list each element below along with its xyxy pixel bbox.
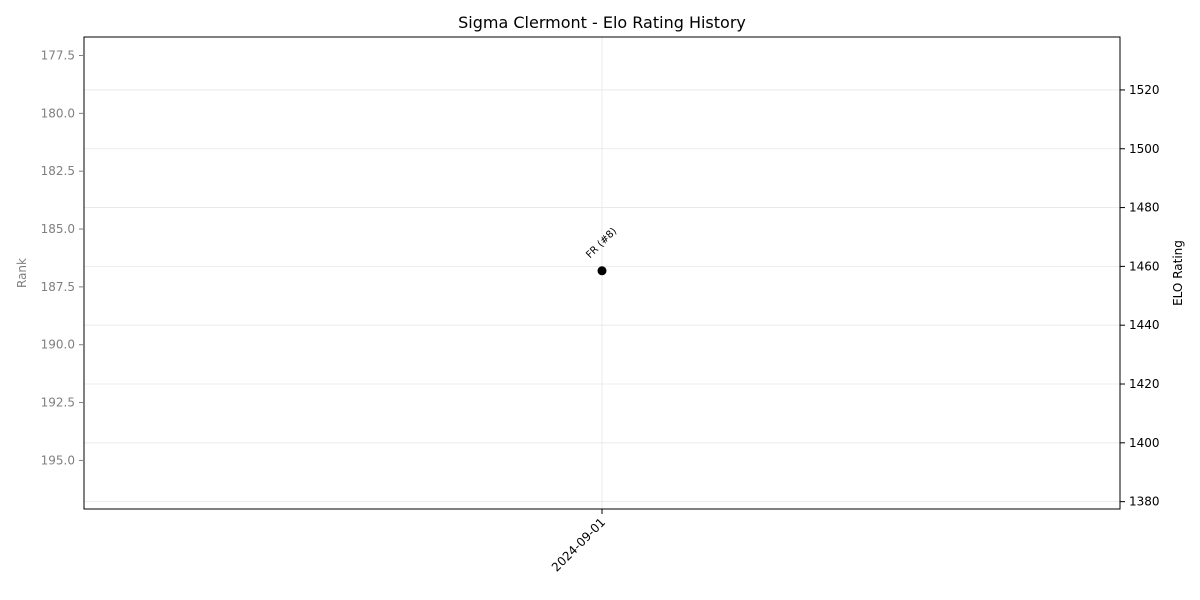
left-tick-label: 195.0 bbox=[41, 453, 75, 467]
right-tick-label: 1420 bbox=[1129, 377, 1160, 391]
left-tick-label: 180.0 bbox=[41, 106, 75, 120]
right-axis-ticks: 1380 1400 1420 1440 1460 1480 1500 1520 bbox=[1120, 83, 1160, 509]
right-tick-label: 1480 bbox=[1129, 201, 1160, 215]
left-tick-label: 177.5 bbox=[41, 49, 75, 63]
right-tick-label: 1500 bbox=[1129, 142, 1160, 156]
left-tick-label: 185.0 bbox=[41, 222, 75, 236]
left-tick-label: 192.5 bbox=[41, 396, 75, 410]
data-point bbox=[597, 266, 607, 276]
right-axis-label: ELO Rating bbox=[1171, 240, 1185, 306]
right-tick-label: 1520 bbox=[1129, 83, 1160, 97]
chart-title: Sigma Clermont - Elo Rating History bbox=[458, 13, 746, 32]
right-tick-label: 1400 bbox=[1129, 436, 1160, 450]
left-axis-ticks: 177.5 180.0 182.5 185.0 187.5 190.0 192.5 195.0 bbox=[41, 49, 84, 467]
left-axis-label: Rank bbox=[15, 258, 29, 288]
left-tick-label: 190.0 bbox=[41, 338, 75, 352]
left-tick-label: 187.5 bbox=[41, 280, 75, 294]
right-tick-label: 1440 bbox=[1129, 318, 1160, 332]
right-tick-label: 1380 bbox=[1129, 495, 1160, 509]
x-axis-ticks: 2024-09-01 bbox=[549, 509, 608, 574]
left-tick-label: 182.5 bbox=[41, 164, 75, 178]
x-tick-label: 2024-09-01 bbox=[549, 515, 608, 574]
right-tick-label: 1460 bbox=[1129, 259, 1160, 273]
